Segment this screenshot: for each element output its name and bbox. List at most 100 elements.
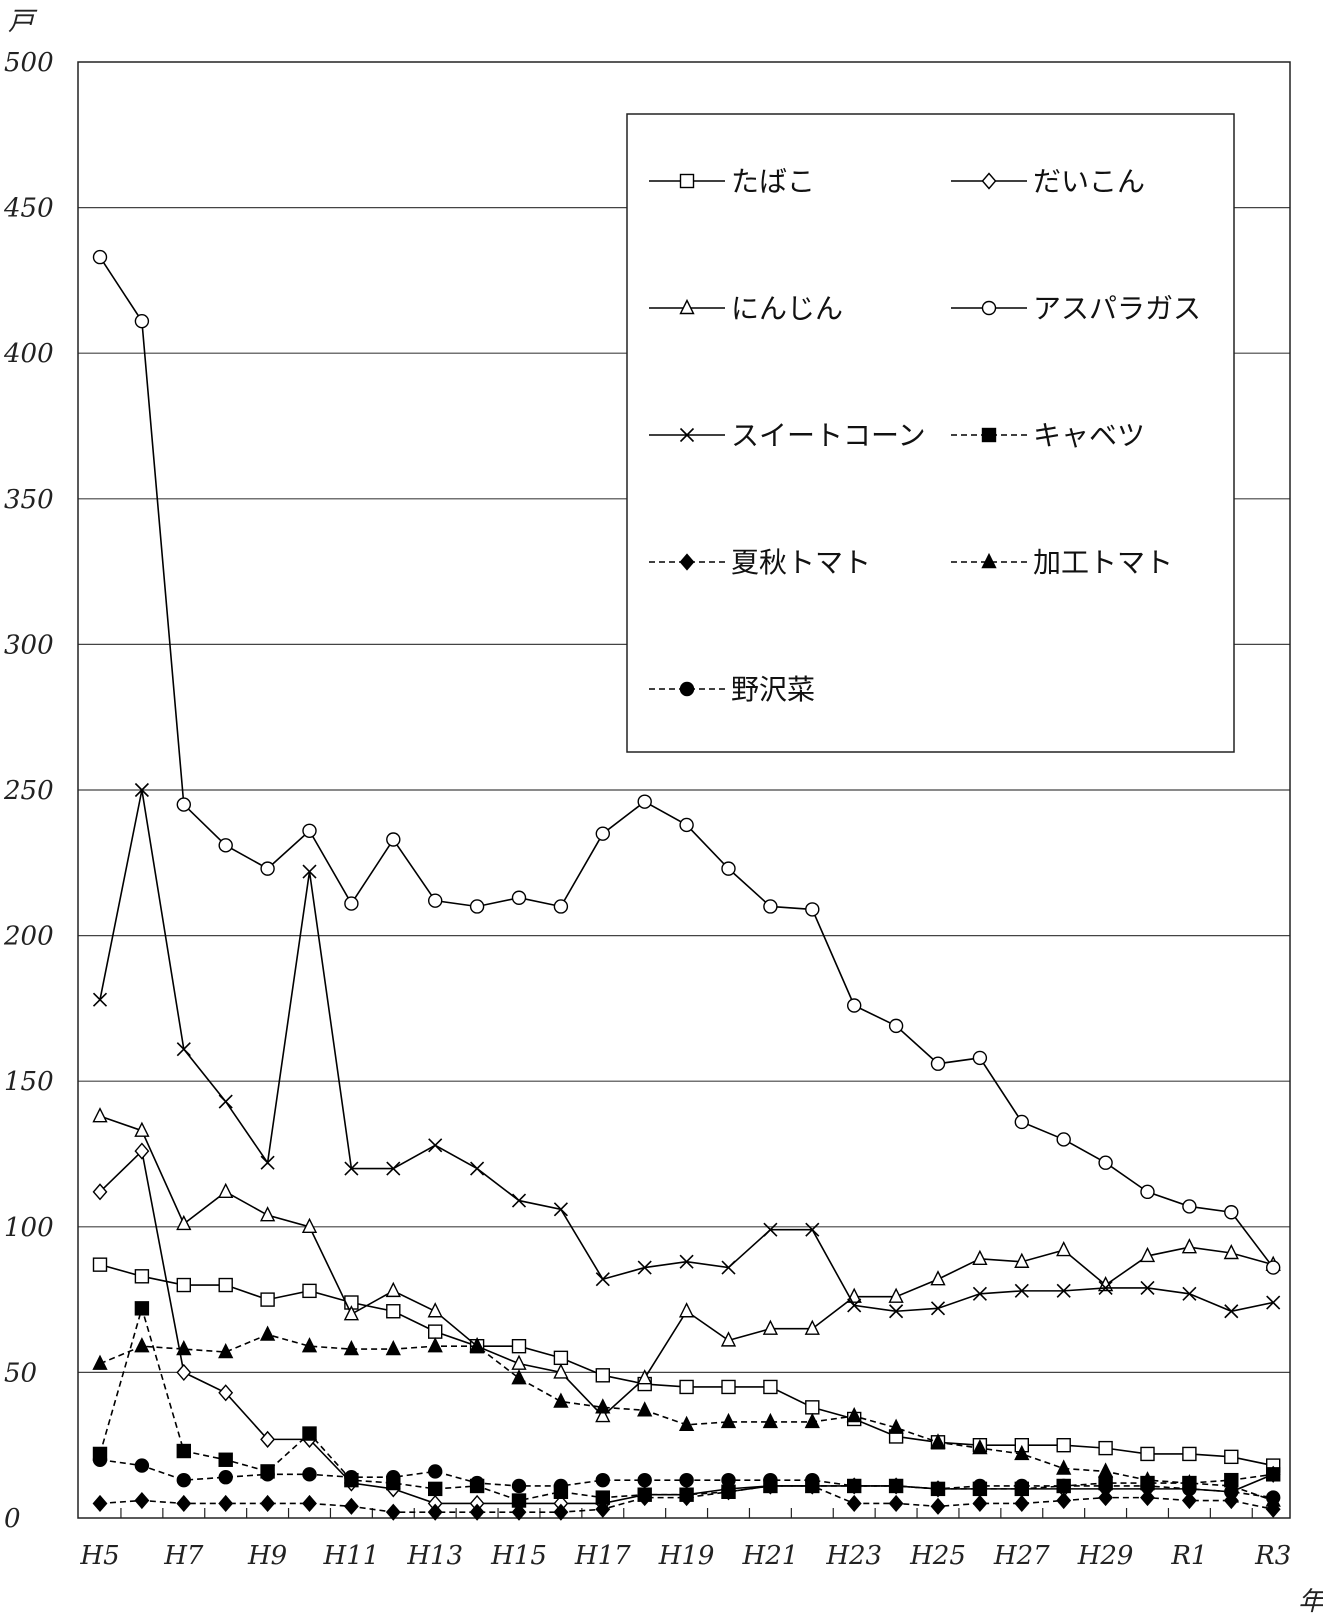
series-0-point-H22 <box>805 1400 820 1415</box>
series-0-point-H6 <box>134 1269 150 1284</box>
x-tick-label-H27: H27 <box>993 1541 1050 1571</box>
series-2-point-H22 <box>804 1319 820 1335</box>
series-8-point-H25 <box>930 1481 946 1497</box>
legend-swatch-marker-0 <box>679 173 695 189</box>
series-3-point-H8 <box>218 838 233 853</box>
x-axis-ticks <box>120 1508 1253 1518</box>
y-tick-label-50: 50 <box>4 1358 37 1388</box>
series-0-point-H21 <box>763 1379 778 1395</box>
series-3-point-H7 <box>176 797 192 812</box>
series-8-point-H28 <box>1056 1478 1071 1494</box>
legend-item-8: 野沢菜 <box>649 673 815 706</box>
legend-label-6: 夏秋トマト <box>731 546 871 579</box>
series-4-point-H15 <box>511 1193 527 1208</box>
legend-label-0: たばこ <box>731 165 815 198</box>
series-7-point-H10 <box>301 1337 318 1353</box>
legend-swatch-marker-1 <box>981 172 997 190</box>
series-0-point-R1 <box>1182 1446 1197 1462</box>
series-6-point-H9 <box>260 1494 276 1513</box>
series-0-point-R2 <box>1224 1449 1239 1465</box>
x-tick-label-H21: H21 <box>742 1541 799 1571</box>
series-8-point-R1 <box>1182 1481 1197 1497</box>
series-2-point-H13 <box>427 1302 443 1318</box>
series-2 <box>92 1107 1281 1423</box>
series-8-point-H16 <box>553 1478 569 1494</box>
series-2-point-H25 <box>930 1270 946 1286</box>
series-6-point-H12 <box>385 1503 401 1521</box>
series-7-point-H11 <box>343 1340 360 1356</box>
series-7-point-H6 <box>134 1337 150 1353</box>
x-tick-label-H29: H29 <box>1077 1541 1134 1571</box>
y-axis-tick-labels: 0 50 100 150 200 250 300 350 400 450 500 <box>3 48 54 1534</box>
series-7-point-H27 <box>1014 1444 1030 1461</box>
y-axis-unit-label: 戸 <box>8 7 38 37</box>
series-6-point-H16 <box>553 1503 569 1521</box>
series-0-point-H10 <box>302 1283 317 1299</box>
series-8-point-H30 <box>1140 1478 1155 1494</box>
series-2-point-H10 <box>301 1217 318 1234</box>
y-tick-label-250: 250 <box>3 776 54 806</box>
series-4-point-H13 <box>428 1138 443 1153</box>
x-tick-label-H19: H19 <box>658 1541 715 1571</box>
series-7-point-H16 <box>553 1392 569 1408</box>
y-tick-label-100: 100 <box>4 1213 54 1243</box>
series-1-point-H7 <box>176 1363 192 1381</box>
series-8-point-H17 <box>595 1472 610 1488</box>
series-0-point-H28 <box>1056 1437 1071 1453</box>
series-3-point-H24 <box>888 1018 904 1034</box>
legend-swatch-marker-5 <box>981 427 997 443</box>
series-8-point-H24 <box>888 1478 904 1494</box>
series-7 <box>92 1325 1281 1507</box>
series-4-point-H11 <box>344 1161 359 1176</box>
series-0-point-H20 <box>721 1379 736 1395</box>
series-6-point-H14 <box>469 1503 485 1521</box>
series-2-point-H19 <box>678 1302 695 1318</box>
series-2-point-H21 <box>762 1319 779 1335</box>
x-tick-label-H9: H9 <box>247 1541 287 1571</box>
series-7-point-H29 <box>1097 1462 1114 1478</box>
series-4-point-H12 <box>386 1161 401 1176</box>
series-4-point-H10 <box>302 864 317 879</box>
series-6-point-H26 <box>972 1494 988 1513</box>
x-tick-label-H5: H5 <box>79 1541 119 1571</box>
series-8-point-H11 <box>344 1470 359 1485</box>
legend-box <box>626 113 1235 753</box>
series-8-point-R2 <box>1224 1484 1239 1499</box>
series-8-point-R3 <box>1265 1490 1281 1505</box>
series-3-point-H9 <box>260 861 275 876</box>
series-3-point-H11 <box>344 896 359 911</box>
series-0-point-H7 <box>176 1277 192 1293</box>
series-0-point-H9 <box>260 1292 275 1307</box>
series-2-point-H11 <box>343 1305 360 1321</box>
series-8-point-H8 <box>218 1470 233 1485</box>
series-3-point-H30 <box>1140 1184 1155 1200</box>
series-4-point-H17 <box>595 1272 610 1287</box>
series-2-point-H18 <box>637 1369 653 1385</box>
series-6-point-H29 <box>1098 1489 1114 1507</box>
series-3-point-R3 <box>1265 1260 1281 1275</box>
series-6-point-H11 <box>343 1497 359 1515</box>
series-6-point-H13 <box>427 1503 443 1521</box>
series-layer <box>92 249 1281 1521</box>
series-6-point-H30 <box>1140 1489 1155 1507</box>
series-3-point-H27 <box>1014 1114 1029 1130</box>
series-8-point-H7 <box>176 1472 192 1488</box>
legend-label-2: にんじん <box>731 292 843 325</box>
series-2-point-H15 <box>511 1354 527 1370</box>
series-7-point-H13 <box>427 1337 443 1353</box>
series-4-point-H19 <box>679 1254 694 1269</box>
series-3-point-H16 <box>553 899 569 914</box>
series-8-point-H9 <box>260 1467 275 1482</box>
series-2-point-H26 <box>972 1249 988 1266</box>
series-7-point-H12 <box>385 1340 401 1356</box>
legend-item-3: アスパラガス <box>951 292 1201 325</box>
series-6-point-H24 <box>888 1494 904 1513</box>
legend-item-7: 加工トマト <box>951 546 1173 579</box>
series-line-2 <box>99 1115 1274 1418</box>
x-tick-label-R3: R3 <box>1254 1541 1291 1571</box>
series-2-point-H8 <box>218 1182 234 1199</box>
series-0-point-H5 <box>92 1257 108 1272</box>
series-0-point-H12 <box>386 1304 401 1319</box>
legend-label-5: キャベツ <box>1033 419 1145 452</box>
series-8-point-H15 <box>511 1478 527 1494</box>
